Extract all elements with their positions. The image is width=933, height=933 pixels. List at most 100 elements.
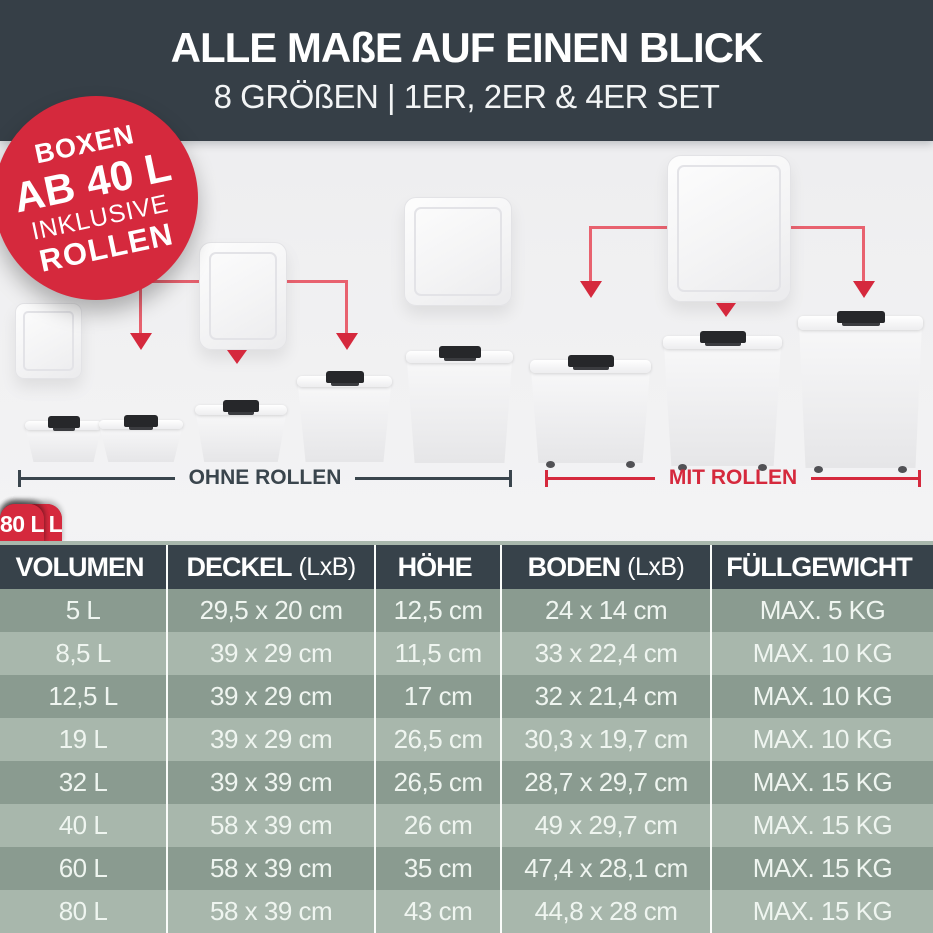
bracket-line <box>548 476 655 480</box>
box-image-40l <box>530 355 651 468</box>
table-cell: 80 L <box>58 896 108 926</box>
table-cell: MAX. 15 KG <box>709 890 933 933</box>
bracket-endcap <box>18 469 21 487</box>
box-body <box>799 329 922 468</box>
lid-image-xlarge <box>667 155 791 302</box>
table-cell: 11,5 cm <box>374 632 500 675</box>
box-body <box>531 372 650 463</box>
table-row: 12,5 L 39 x 29 cm 17 cm 32 x 21,4 cm MAX. 10… <box>0 675 933 718</box>
table-cell: 39 x 39 cm <box>166 761 374 804</box>
box-body <box>99 428 183 462</box>
table-cell: 60 L <box>58 853 108 883</box>
table-cell: 12,5 L <box>48 681 118 711</box>
bracket-line <box>21 476 175 480</box>
box-image-8-5l <box>99 415 183 462</box>
table-cell: 19 L <box>58 724 108 754</box>
table-cell: MAX. 5 KG <box>709 589 933 632</box>
box-body <box>407 362 512 463</box>
table-cell: MAX. 10 KG <box>709 675 933 718</box>
page-title: ALLE MAßE AUF EINEN BLICK <box>170 24 764 71</box>
lid-inner-outline <box>414 207 502 296</box>
table-cell: 40 L <box>58 810 108 840</box>
table-cell: 58 x 39 cm <box>166 847 374 890</box>
box-image-19-5l <box>297 371 392 462</box>
table-cell: 24 x 14 cm <box>500 589 710 632</box>
table-cell: 29,5 x 20 cm <box>166 589 374 632</box>
box-image-5l <box>25 416 102 462</box>
bracket-line <box>355 476 509 480</box>
table-row: 60 L 58 x 39 cm 35 cm 47,4 x 28,1 cm MAX. 15… <box>0 847 933 890</box>
table-row: 40 L 58 x 39 cm 26 cm 49 x 29,7 cm MAX. 15 K… <box>0 804 933 847</box>
table-cell: MAX. 10 KG <box>709 718 933 761</box>
box-image-12-5l <box>195 400 287 462</box>
table-cell: 26,5 cm <box>374 718 500 761</box>
box-image-32l <box>406 346 513 463</box>
connector-line-right-drop1 <box>589 226 592 282</box>
bracket-endcap <box>918 469 922 487</box>
arrow-down-icon <box>853 281 875 298</box>
table-cell: 58 x 39 cm <box>166 804 374 847</box>
box-body <box>195 414 287 462</box>
table-cell: 8,5 L <box>55 638 111 668</box>
table-cell: 32 x 21,4 cm <box>500 675 710 718</box>
table-top-strip <box>0 541 933 545</box>
column-header-label: BODEN <box>527 551 622 582</box>
arrow-down-icon <box>227 350 247 364</box>
table-row: 19 L 39 x 29 cm 26,5 cm 30,3 x 19,7 cm MAX. … <box>0 718 933 761</box>
connector-line-left-drop2 <box>345 280 348 334</box>
arrow-down-icon <box>130 333 152 350</box>
promo-badge: BOXEN AB 40 L INKLUSIVE ROLLEN <box>0 96 198 300</box>
arrow-down-icon <box>336 333 358 350</box>
box-clip-handle <box>223 400 259 415</box>
table-cell: 30,3 x 19,7 cm <box>500 718 710 761</box>
lid-inner-outline <box>209 252 277 340</box>
lid-image-medium <box>199 242 287 350</box>
lid-image-large <box>404 197 512 306</box>
column-header-sub: (LxB) <box>298 552 356 581</box>
table-row: 8,5 L 39 x 29 cm 11,5 cm 33 x 22,4 cm MAX. 1… <box>0 632 933 675</box>
column-header-label: FÜLLGEWICHT <box>726 551 912 582</box>
table-cell: 35 cm <box>374 847 500 890</box>
table-cell: MAX. 15 KG <box>709 847 933 890</box>
bracket-line <box>811 476 919 480</box>
column-header-sub: (LxB) <box>627 552 685 581</box>
table-row: 32 L 39 x 39 cm 26,5 cm 28,7 x 29,7 cm MAX. … <box>0 761 933 804</box>
table-header-row: VOLUMEN DECKEL (LxB) HÖHE BODEN (LxB) FÜLL… <box>0 545 933 589</box>
box-clip-handle <box>438 346 481 361</box>
column-header-lid: DECKEL (LxB) <box>166 545 374 589</box>
wheel-icon <box>626 461 636 468</box>
size-badge-80l: 80 L <box>0 504 45 545</box>
column-header-label: DECKEL <box>186 551 292 582</box>
table-cell: 58 x 39 cm <box>166 890 374 933</box>
wheel-icon <box>814 466 824 473</box>
table-cell: 26,5 cm <box>374 761 500 804</box>
size-table: VOLUMEN DECKEL (LxB) HÖHE BODEN (LxB) FÜLL… <box>0 541 933 933</box>
table-cell: MAX. 15 KG <box>709 804 933 847</box>
table-cell: 17 cm <box>374 675 500 718</box>
table-cell: 39 x 29 cm <box>166 632 374 675</box>
column-header-height: HÖHE <box>374 545 500 589</box>
lid-image-small <box>15 303 82 379</box>
box-clip-handle <box>124 415 158 430</box>
section-bracket-with-wheels: MIT ROLLEN <box>545 466 922 489</box>
table-cell: 5 L <box>65 595 101 625</box>
box-clip-handle <box>699 331 746 346</box>
section-bracket-without-wheels: OHNE ROLLEN <box>18 466 512 489</box>
box-body <box>664 348 781 466</box>
lid-inner-outline <box>23 311 74 371</box>
page-subtitle: 8 GRÖßEN | 1ER, 2ER & 4ER SET <box>213 78 720 115</box>
box-clip-handle <box>325 371 364 386</box>
table-cell: 47,4 x 28,1 cm <box>500 847 710 890</box>
column-header-label: VOLUMEN <box>15 551 145 582</box>
wheel-icon <box>678 464 688 471</box>
box-clip-handle <box>836 311 885 326</box>
section-label-without-wheels: OHNE ROLLEN <box>188 466 342 489</box>
column-header-fill-weight: FÜLLGEWICHT <box>709 545 933 589</box>
table-row: 5 L 29,5 x 20 cm 12,5 cm 24 x 14 cm MAX. 5 K… <box>0 589 933 632</box>
table-cell: MAX. 10 KG <box>709 632 933 675</box>
table-cell: 28,7 x 29,7 cm <box>500 761 710 804</box>
box-clip-handle <box>567 355 614 370</box>
arrow-down-icon <box>716 303 736 317</box>
table-cell: 32 L <box>58 767 108 797</box>
